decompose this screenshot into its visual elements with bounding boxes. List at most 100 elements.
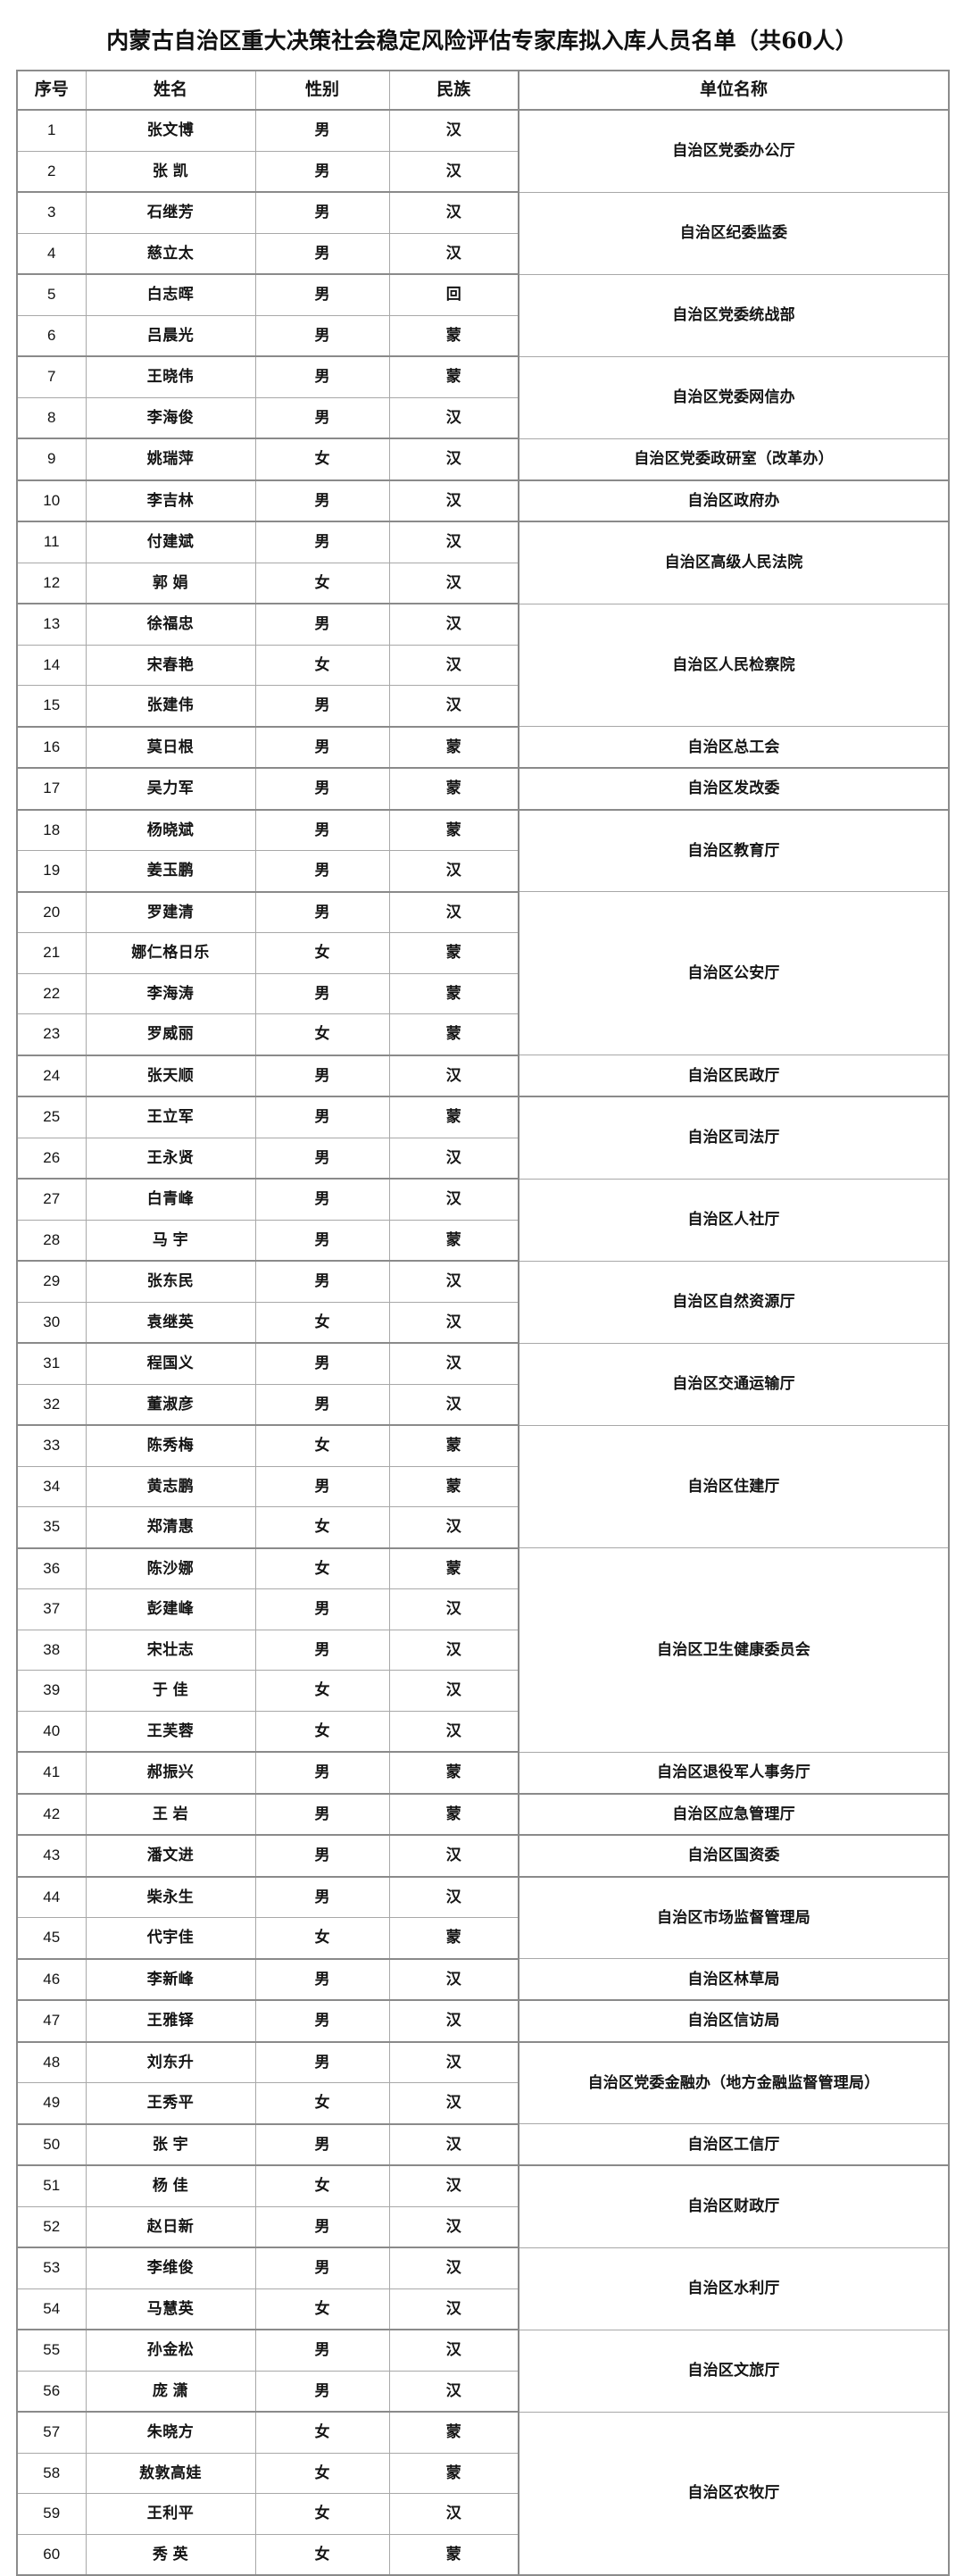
cell-gender: 男 [254, 355, 390, 398]
cell-ethnic: 蒙 [388, 726, 519, 769]
cell-name: 徐福忠 [85, 603, 256, 646]
table-row: 39 于 佳女汉 [16, 1670, 949, 1712]
table-row: 53 李维俊男汉自治区水利厅 [16, 2247, 950, 2330]
cell-unit: 自治区住建厅 [518, 1424, 950, 1548]
table-row: 10 李吉林男汉自治区政府办 [16, 479, 950, 522]
table-row: 28 马 宇男蒙 [16, 1219, 949, 1262]
cell-name: 王雅铎 [85, 1999, 256, 2043]
cell-name: 王永贤 [85, 1137, 256, 1180]
cell-name: 李海涛 [85, 972, 256, 1014]
cell-unit: 自治区纪委监委 [518, 191, 950, 275]
cell-ethnic: 汉 [388, 1342, 519, 1385]
cell-unit: 自治区交通运输厅 [518, 1342, 950, 1426]
cell-unit: 自治区信访局 [518, 1999, 950, 2043]
cell-ethnic: 蒙 [388, 2452, 519, 2494]
cell-ethnic: 汉 [388, 2164, 519, 2207]
cell-unit: 自治区党委金融办（地方金融监督管理局） [518, 2041, 950, 2124]
cell-unit: 自治区人社厅 [518, 1178, 950, 1262]
cell-gender: 男 [254, 685, 390, 728]
cell-name: 王利平 [85, 2493, 256, 2535]
cell-gender: 女 [254, 1710, 390, 1753]
cell-ethnic: 汉 [388, 1670, 519, 1712]
cell-name: 莫日根 [85, 726, 256, 769]
cell-index: 42 [16, 1793, 87, 1836]
table-row: 43 潘文进男汉自治区国资委 [16, 1834, 950, 1878]
cell-gender: 女 [254, 1670, 390, 1712]
cell-index: 10 [16, 479, 87, 522]
column-header-unit: 单位名称 [518, 70, 950, 111]
cell-index: 30 [16, 1301, 87, 1344]
cell-ethnic: 蒙 [388, 1096, 519, 1138]
cell-ethnic: 汉 [388, 1999, 519, 2043]
cell-index: 19 [16, 850, 87, 893]
table-header-row: 序号 姓名 性别 民族 单位名称 [16, 70, 950, 111]
cell-index: 13 [16, 603, 87, 646]
cell-name: 付建斌 [85, 521, 256, 563]
cell-name: 姚瑞萍 [85, 438, 256, 481]
table-row: 19 姜玉鹏男汉 [16, 850, 949, 893]
table-row: 7 王晓伟男蒙自治区党委网信办 [16, 355, 950, 439]
table-row: 3 石继芳男汉自治区纪委监委 [16, 191, 950, 275]
cell-gender: 男 [254, 1055, 390, 1097]
cell-name: 宋春艳 [85, 644, 256, 686]
cell-gender: 男 [254, 2041, 390, 2083]
cell-gender: 女 [254, 1506, 390, 1549]
table-row: 49 王秀平女汉 [16, 2082, 949, 2125]
cell-ethnic: 蒙 [388, 1013, 519, 1056]
cell-ethnic: 汉 [388, 1958, 519, 2001]
cell-unit: 自治区党委办公厅 [518, 109, 950, 193]
cell-index: 3 [16, 191, 87, 234]
cell-gender: 女 [254, 2082, 390, 2125]
cell-unit: 自治区党委政研室（改革办） [518, 438, 950, 481]
cell-name: 秀 英 [85, 2533, 256, 2576]
cell-ethnic: 蒙 [388, 1465, 519, 1507]
cell-index: 25 [16, 1096, 87, 1138]
cell-unit: 自治区国资委 [518, 1834, 950, 1878]
cell-ethnic: 蒙 [388, 809, 519, 851]
table-row: 47 王雅铎男汉自治区信访局 [16, 1999, 950, 2043]
table-row: 22 李海涛男蒙 [16, 972, 949, 1014]
cell-name: 娜仁格日乐 [85, 932, 256, 974]
cell-name: 庞 潇 [85, 2370, 256, 2413]
cell-index: 57 [16, 2411, 87, 2454]
cell-name: 郑清惠 [85, 1506, 256, 1549]
column-header-name: 姓名 [85, 70, 256, 111]
cell-name: 董淑彦 [85, 1383, 256, 1426]
cell-gender: 男 [254, 1342, 390, 1385]
cell-gender: 女 [254, 2452, 390, 2494]
cell-gender: 男 [254, 1260, 390, 1303]
cell-unit: 自治区总工会 [518, 726, 950, 769]
cell-ethnic: 蒙 [388, 1751, 519, 1795]
cell-name: 白志晖 [85, 273, 256, 316]
cell-name: 朱晓方 [85, 2411, 256, 2454]
table-row: 4 慈立太男汉 [16, 232, 949, 275]
cell-index: 45 [16, 1917, 87, 1960]
table-row: 9 姚瑞萍女汉自治区党委政研室（改革办） [16, 438, 950, 481]
cell-ethnic: 汉 [388, 2041, 519, 2083]
cell-name: 张 宇 [85, 2123, 256, 2166]
cell-gender: 女 [254, 2533, 390, 2576]
cell-ethnic: 汉 [388, 438, 519, 481]
cell-ethnic: 汉 [388, 150, 519, 193]
cell-gender: 男 [254, 150, 390, 193]
cell-name: 杨 佳 [85, 2164, 256, 2207]
cell-index: 28 [16, 1219, 87, 1262]
table-row: 15 张建伟男汉 [16, 685, 949, 728]
cell-index: 58 [16, 2452, 87, 2494]
cell-ethnic: 蒙 [388, 1219, 519, 1262]
cell-ethnic: 汉 [388, 1710, 519, 1753]
cell-index: 53 [16, 2247, 87, 2289]
cell-index: 27 [16, 1178, 87, 1221]
table-row: 1 张文博男汉自治区党委办公厅 [16, 109, 950, 193]
cell-name: 马 宇 [85, 1219, 256, 1262]
cell-name: 代宇佳 [85, 1917, 256, 1960]
cell-unit: 自治区高级人民法院 [518, 521, 950, 604]
cell-index: 12 [16, 562, 87, 604]
cell-ethnic: 汉 [388, 1178, 519, 1221]
table-row: 36 陈沙娜女蒙自治区卫生健康委员会 [16, 1547, 950, 1753]
cell-index: 4 [16, 232, 87, 275]
cell-index: 55 [16, 2329, 87, 2372]
cell-unit: 自治区自然资源厅 [518, 1260, 950, 1344]
cell-ethnic: 汉 [388, 2288, 519, 2330]
cell-gender: 女 [254, 1301, 390, 1344]
